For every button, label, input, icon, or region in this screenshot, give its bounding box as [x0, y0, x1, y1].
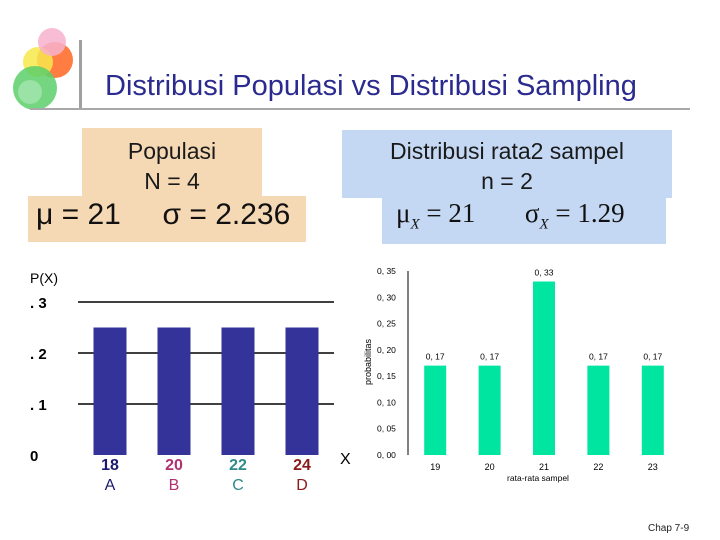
population-category-letter: B — [169, 477, 180, 494]
population-bar — [93, 327, 127, 455]
sampling-data-label: 0, 17 — [589, 352, 608, 362]
sampling-x-tick-label: 20 — [485, 462, 495, 472]
sampling-data-label: 0, 33 — [535, 268, 554, 278]
sampling-bar — [641, 365, 664, 455]
sampling-mu-subscript: X — [410, 216, 420, 233]
sampling-y-axis-title: probabilitas — [363, 338, 373, 385]
sampling-heading-line1: Distribusi rata2 sampel — [390, 138, 624, 164]
sampling-bar — [587, 365, 610, 455]
sampling-heading: Distribusi rata2 sampel n = 2 — [342, 136, 672, 196]
sampling-y-tick-label: 0, 05 — [377, 424, 396, 434]
sampling-y-tick-label: 0, 30 — [377, 292, 396, 302]
sampling-y-tick-label: 0, 35 — [377, 266, 396, 276]
sampling-formula: μX = 21 σX = 1.29 — [396, 198, 625, 233]
population-y-tick-label: . 2 — [30, 346, 47, 363]
slide-title: Distribusi Populasi vs Distribusi Sampli… — [105, 70, 637, 102]
sampling-bar — [478, 365, 501, 455]
population-y-tick-label: . 3 — [30, 295, 47, 312]
sampling-x-tick-label: 23 — [648, 462, 658, 472]
sampling-heading-line2: n = 2 — [481, 168, 533, 194]
sampling-heading-box — [342, 130, 672, 198]
sampling-data-label: 0, 17 — [426, 352, 445, 362]
population-x-tick-label: 18 — [101, 457, 119, 474]
population-y-tick-label: . 1 — [30, 397, 47, 414]
sampling-sigma: σ — [524, 198, 540, 228]
sampling-data-label: 0, 17 — [643, 352, 662, 362]
sampling-bar — [424, 365, 447, 455]
population-heading-box — [82, 128, 262, 200]
slide-logo — [13, 28, 73, 110]
sampling-sigma-value: = 1.29 — [555, 198, 625, 228]
sampling-x-axis-title: rata-rata sampel — [507, 473, 569, 483]
sampling-y-tick-label: 0, 10 — [377, 397, 396, 407]
sampling-x-tick-label: 21 — [539, 462, 549, 472]
population-bar — [285, 327, 319, 455]
population-x-tick-label: 24 — [293, 457, 311, 474]
sampling-x-tick-label: 19 — [430, 462, 440, 472]
sampling-sigma-subscript: X — [539, 216, 549, 233]
population-heading-line2: N = 4 — [144, 168, 200, 194]
sampling-y-tick-label: 0, 20 — [377, 345, 396, 355]
title-horizontal-rule — [30, 108, 690, 110]
population-bar — [221, 327, 255, 455]
population-x-tick-label: 22 — [229, 457, 247, 474]
title-vertical-rule — [79, 40, 82, 110]
population-category-letter: C — [232, 477, 244, 494]
sampling-y-tick-label: 0, 25 — [377, 319, 396, 329]
sampling-y-tick-label: 0, 00 — [377, 450, 396, 460]
population-heading: Populasi N = 4 — [82, 136, 262, 196]
sampling-bar — [533, 281, 555, 455]
sampling-mu: μ — [396, 198, 411, 228]
population-formula: μ = 21 σ = 2.236 — [36, 198, 291, 231]
population-category-letter: A — [105, 477, 116, 494]
sampling-mu-value: = 21 — [426, 198, 476, 228]
sampling-formula-box — [382, 196, 666, 244]
population-x-axis-title: X — [340, 451, 351, 468]
population-bar — [157, 327, 191, 455]
population-category-letter: D — [296, 477, 308, 494]
slide-footer: Chap 7-9 — [648, 523, 690, 534]
population-x-tick-label: 20 — [165, 457, 183, 474]
sampling-x-tick-label: 22 — [593, 462, 603, 472]
population-y-axis-title: P(X) — [30, 270, 58, 286]
population-formula-box — [28, 196, 306, 242]
population-y-tick-label: 0 — [30, 448, 38, 465]
sampling-data-label: 0, 17 — [480, 352, 499, 362]
population-heading-line1: Populasi — [127, 138, 217, 164]
sampling-y-tick-label: 0, 15 — [377, 371, 396, 381]
